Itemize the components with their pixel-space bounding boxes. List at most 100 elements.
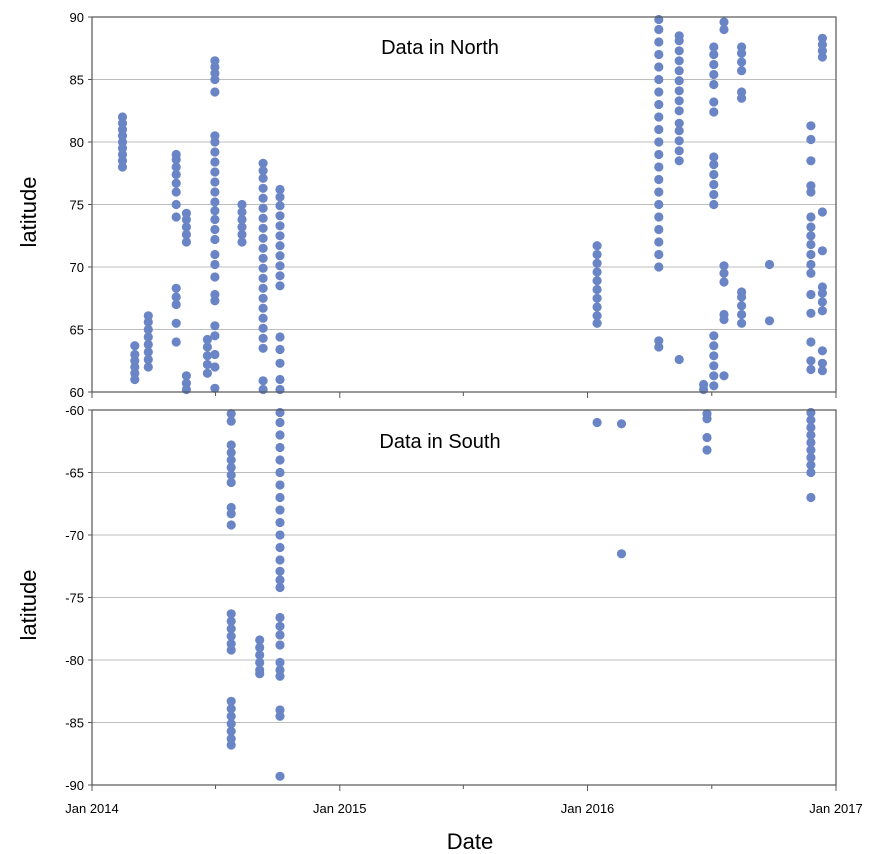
south-data-point — [275, 657, 285, 668]
south-data-point — [275, 566, 285, 576]
north-data-point — [258, 166, 268, 176]
south-data-point — [275, 505, 285, 515]
south-data-point — [275, 407, 285, 418]
north-data-point — [275, 332, 285, 342]
north-data-point — [806, 121, 816, 131]
south-data-point — [702, 432, 712, 443]
north-data-point — [210, 147, 220, 157]
north-data-point — [258, 158, 268, 168]
south-y-tick-labels: -60 -65 -70 -75 -80 -85 -90 — [65, 403, 92, 793]
south-data-point — [226, 409, 236, 419]
north-data-point — [654, 74, 664, 85]
north-data-point — [237, 199, 247, 210]
north-data-point — [130, 368, 140, 378]
south-data-point — [806, 445, 816, 455]
south-data-point — [255, 657, 265, 668]
north-data-point — [654, 212, 664, 222]
south-data-point — [226, 616, 236, 626]
north-data-point — [674, 354, 684, 365]
north-data-point — [709, 341, 719, 351]
north-data-point — [275, 374, 285, 385]
north-data-point — [806, 231, 816, 241]
south-data-point — [226, 440, 236, 450]
north-data-point — [806, 212, 816, 222]
south-data-point — [226, 462, 236, 473]
north-data-point — [719, 17, 729, 27]
north-data-point — [275, 251, 285, 261]
north-data-point — [592, 293, 602, 303]
north-data-point — [737, 87, 747, 97]
south-data-point — [226, 477, 236, 488]
north-data-point — [181, 237, 191, 247]
north-data-point — [737, 48, 747, 58]
north-data-point — [258, 193, 268, 203]
north-data-point — [237, 222, 247, 232]
north-y-tick-label: 85 — [70, 73, 84, 88]
north-data-point — [258, 303, 268, 313]
north-data-point — [258, 173, 268, 183]
x-tick-labels: Jan 2014 Jan 2015 Jan 2016 Jan 2017 — [65, 801, 863, 816]
north-data-point — [210, 131, 220, 141]
north-data-point — [210, 87, 220, 97]
south-data-point — [275, 665, 285, 675]
north-data-point — [654, 124, 664, 135]
north-data-point — [654, 249, 664, 260]
south-y-tick-label: -65 — [65, 466, 84, 481]
north-data-point — [171, 169, 181, 180]
x-tick-label: Jan 2015 — [313, 801, 367, 816]
north-data-point — [654, 262, 664, 272]
north-data-point — [654, 14, 664, 25]
south-data-point — [275, 630, 285, 640]
north-data-point — [171, 299, 181, 310]
north-data-point — [737, 318, 747, 328]
south-y-tick-label: -75 — [65, 591, 84, 606]
north-data-point — [674, 96, 684, 106]
north-data-point — [210, 289, 220, 300]
south-data-point — [616, 419, 627, 429]
north-data-point — [806, 187, 816, 197]
south-data-point — [255, 650, 265, 660]
south-data-point — [275, 575, 285, 585]
north-data-point — [737, 57, 747, 67]
north-data-point — [592, 311, 602, 321]
north-data-point — [709, 97, 719, 107]
north-data-point — [817, 207, 828, 217]
north-data-point — [171, 187, 181, 197]
south-data-point — [255, 642, 265, 653]
south-gridlines — [91, 409, 837, 791]
south-data-point — [275, 542, 285, 553]
north-data-point — [210, 197, 220, 207]
north-data-point — [806, 239, 816, 250]
north-data-point — [709, 199, 719, 210]
north-data-point — [709, 42, 719, 52]
north-data-point — [806, 222, 816, 232]
north-data-point — [709, 169, 719, 180]
north-data-point — [817, 306, 828, 316]
north-data-point — [258, 183, 268, 193]
north-data-point — [699, 379, 709, 390]
north-data-point — [171, 283, 181, 293]
north-data-point — [592, 276, 602, 286]
north-data-point — [709, 179, 719, 190]
north-data-point — [654, 62, 664, 72]
north-data-point — [181, 378, 191, 388]
south-data-point — [806, 492, 816, 503]
north-panel-title: Data in North — [381, 37, 499, 59]
north-data-point — [258, 243, 268, 253]
north-data-point — [181, 371, 191, 381]
north-data-point — [202, 368, 212, 378]
north-data-point — [737, 66, 747, 76]
south-data-point — [275, 467, 285, 478]
south-data-point — [275, 480, 285, 490]
north-data-point — [654, 49, 664, 60]
north-data-point — [806, 249, 816, 260]
north-data-point — [806, 181, 816, 191]
north-data-point — [719, 309, 729, 320]
south-data-point — [275, 517, 285, 528]
south-data-point — [275, 530, 285, 540]
south-data-point — [226, 509, 236, 519]
north-data-point — [171, 162, 181, 172]
north-data-point — [258, 384, 268, 395]
north-data-point — [719, 277, 729, 287]
south-data-point — [226, 624, 236, 634]
